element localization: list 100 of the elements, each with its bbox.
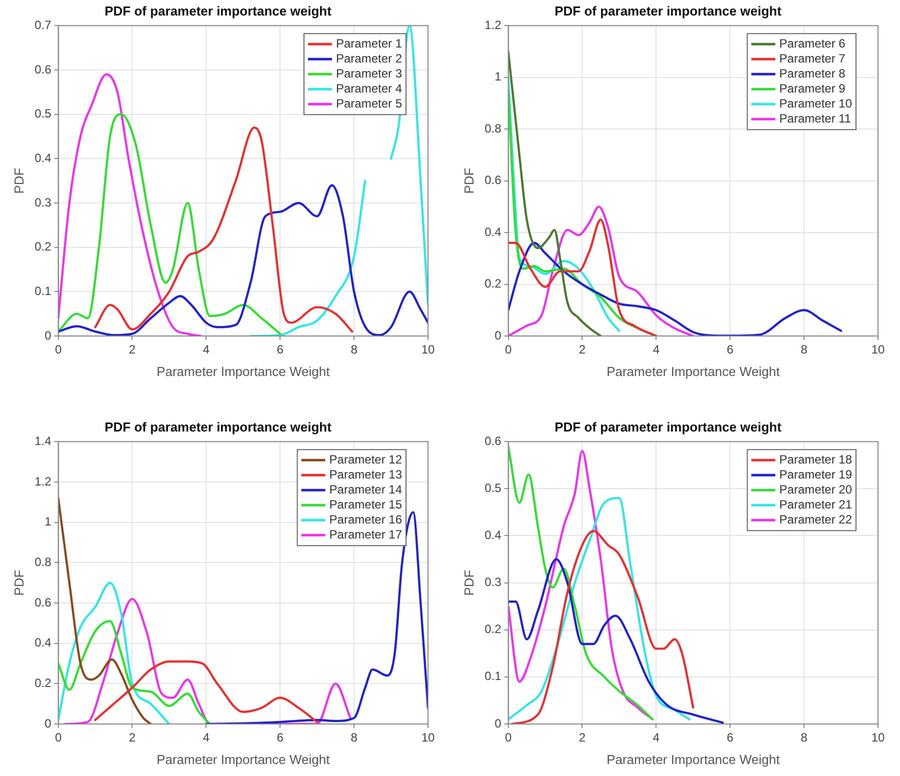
x-tick-label: 10 bbox=[871, 342, 885, 357]
y-tick-label: 0.7 bbox=[34, 18, 52, 32]
x-tick-label: 4 bbox=[202, 342, 210, 357]
line-series bbox=[58, 113, 282, 335]
y-tick-label: 0.2 bbox=[34, 240, 52, 254]
line-series bbox=[64, 598, 352, 724]
x-tick-label: 0 bbox=[504, 730, 512, 745]
legend-label: Parameter 8 bbox=[779, 66, 846, 80]
chart-title: PDF of parameter importance weight bbox=[554, 419, 782, 434]
y-tick-label: 0.5 bbox=[484, 480, 502, 495]
y-tick-label: 0.4 bbox=[484, 224, 502, 239]
x-axis-title: Parameter Importance Weight bbox=[606, 364, 780, 379]
line-series bbox=[508, 558, 724, 724]
line-series bbox=[94, 126, 354, 333]
x-tick-label: 4 bbox=[652, 342, 660, 357]
x-axis-title: Parameter Importance Weight bbox=[156, 752, 330, 767]
line-series bbox=[508, 242, 842, 336]
legend-label: Parameter 7 bbox=[779, 51, 846, 66]
y-tick-label: 0.2 bbox=[484, 276, 502, 291]
chart-title: PDF of parameter importance weight bbox=[104, 419, 332, 434]
x-tick-label: 6 bbox=[276, 342, 284, 357]
y-tick-label: 0 bbox=[494, 328, 502, 342]
y-tick-label: 0.6 bbox=[484, 173, 502, 188]
legend-label: Parameter 15 bbox=[329, 497, 402, 512]
x-tick-label: 0 bbox=[54, 730, 62, 745]
chart-title: PDF of parameter importance weight bbox=[104, 3, 332, 18]
legend-label: Parameter 17 bbox=[329, 527, 402, 542]
legend-label: Parameter 16 bbox=[329, 512, 402, 526]
y-tick-label: 0.3 bbox=[484, 575, 502, 590]
x-axis-title: Parameter Importance Weight bbox=[606, 752, 780, 767]
legend-label: Parameter 1 bbox=[336, 36, 402, 50]
legend-label: Parameter 18 bbox=[779, 452, 852, 466]
y-tick-label: 1.4 bbox=[34, 434, 52, 448]
legend-label: Parameter 3 bbox=[336, 66, 402, 80]
y-tick-label: 1.2 bbox=[484, 18, 502, 32]
x-tick-label: 8 bbox=[800, 342, 808, 357]
line-series bbox=[508, 496, 691, 720]
line-series bbox=[58, 496, 152, 724]
x-tick-label: 6 bbox=[276, 730, 284, 745]
y-tick-label: 1 bbox=[44, 514, 52, 529]
y-tick-label: 0.3 bbox=[34, 195, 52, 210]
line-series bbox=[510, 530, 694, 724]
line-series bbox=[205, 511, 428, 724]
line-series bbox=[58, 582, 170, 724]
y-tick-label: 0 bbox=[44, 328, 52, 342]
x-tick-label: 2 bbox=[128, 342, 136, 357]
y-axis-title: PDF bbox=[461, 570, 476, 596]
line-series bbox=[58, 73, 202, 336]
x-tick-label: 10 bbox=[421, 730, 435, 745]
y-tick-label: 0.1 bbox=[34, 284, 52, 298]
line-series bbox=[508, 50, 602, 336]
legend-label: Parameter 12 bbox=[329, 452, 402, 466]
legend-label: Parameter 14 bbox=[329, 482, 402, 496]
y-tick-label: 0.2 bbox=[484, 622, 502, 636]
legend-label: Parameter 2 bbox=[336, 51, 402, 66]
x-tick-label: 8 bbox=[350, 730, 358, 745]
legend-label: Parameter 5 bbox=[336, 96, 402, 110]
y-axis-title: PDF bbox=[461, 168, 476, 194]
x-tick-label: 2 bbox=[578, 342, 586, 357]
y-tick-label: 0.4 bbox=[34, 150, 52, 165]
legend-label: Parameter 6 bbox=[779, 36, 846, 50]
x-tick-label: 10 bbox=[871, 730, 885, 745]
legend-label: Parameter 9 bbox=[779, 81, 846, 96]
legend-label: Parameter 21 bbox=[779, 497, 852, 512]
x-tick-label: 0 bbox=[54, 342, 62, 357]
y-tick-label: 0.4 bbox=[484, 528, 502, 542]
legend-label: Parameter 22 bbox=[779, 512, 852, 526]
x-tick-label: 8 bbox=[350, 342, 358, 357]
x-tick-label: 8 bbox=[800, 730, 808, 745]
y-tick-label: 0.5 bbox=[34, 106, 52, 121]
y-tick-label: 1.2 bbox=[34, 474, 52, 488]
x-tick-label: 2 bbox=[578, 730, 586, 745]
x-tick-label: 10 bbox=[421, 342, 435, 357]
legend-label: Parameter 10 bbox=[779, 96, 852, 110]
line-series bbox=[58, 184, 428, 336]
x-tick-label: 4 bbox=[652, 730, 660, 745]
line-series bbox=[94, 660, 318, 724]
y-tick-label: 0.6 bbox=[34, 62, 52, 76]
legend-label: Parameter 19 bbox=[779, 467, 852, 482]
line-series bbox=[508, 76, 620, 332]
y-tick-label: 0.2 bbox=[34, 676, 52, 690]
x-tick-label: 0 bbox=[504, 342, 512, 357]
line-series bbox=[508, 218, 658, 336]
line-series bbox=[58, 620, 211, 724]
y-axis-title: PDF bbox=[11, 570, 26, 596]
legend-label: Parameter 11 bbox=[779, 111, 852, 126]
x-tick-label: 4 bbox=[202, 730, 210, 745]
chart-title: PDF of parameter importance weight bbox=[554, 3, 782, 18]
y-tick-label: 0.8 bbox=[484, 121, 502, 136]
x-tick-label: 6 bbox=[726, 730, 734, 745]
y-tick-label: 0.8 bbox=[34, 554, 52, 569]
line-series bbox=[508, 206, 694, 336]
y-tick-label: 0 bbox=[494, 716, 502, 730]
legend-label: Parameter 13 bbox=[329, 467, 402, 482]
x-tick-label: 2 bbox=[128, 730, 136, 745]
y-axis-title: PDF bbox=[11, 168, 26, 194]
y-tick-label: 1 bbox=[494, 70, 502, 84]
y-tick-label: 0 bbox=[44, 716, 52, 730]
y-tick-label: 0.6 bbox=[34, 595, 52, 610]
legend-label: Parameter 20 bbox=[779, 482, 852, 496]
